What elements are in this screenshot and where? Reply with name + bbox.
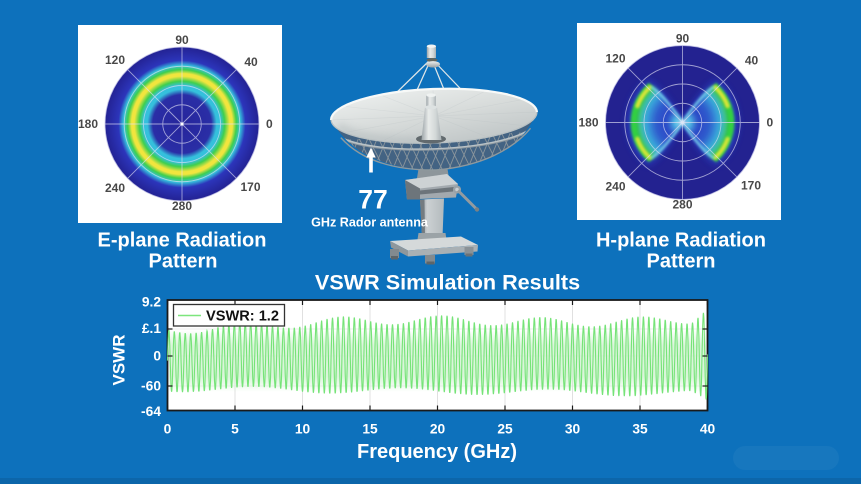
svg-text:VSWR Simulation Results: VSWR Simulation Results (315, 270, 580, 295)
svg-text:35: 35 (632, 422, 648, 437)
svg-text:90: 90 (676, 32, 690, 46)
svg-text:Pattern: Pattern (647, 251, 716, 273)
svg-text:170: 170 (240, 180, 260, 194)
svg-text:0: 0 (767, 116, 774, 130)
svg-text:E-plane Radiation: E-plane Radiation (98, 230, 267, 252)
svg-text:240: 240 (605, 180, 625, 194)
svg-text:15: 15 (362, 422, 378, 437)
svg-text:90: 90 (175, 33, 189, 47)
svg-text:Pattern: Pattern (149, 251, 218, 273)
svg-text:-64: -64 (141, 404, 161, 419)
svg-text:£.1: £.1 (142, 321, 162, 336)
svg-text:40: 40 (244, 55, 258, 69)
svg-text:0: 0 (164, 422, 172, 437)
svg-text:H-plane Radiation: H-plane Radiation (596, 230, 766, 252)
svg-text:30: 30 (565, 422, 581, 437)
svg-text:240: 240 (105, 181, 125, 195)
svg-text:40: 40 (745, 54, 759, 68)
svg-text:280: 280 (672, 198, 692, 212)
svg-text:280: 280 (172, 199, 192, 213)
svg-text:VSWR: 1.2: VSWR: 1.2 (206, 309, 279, 325)
svg-text:GHz Rador antenna: GHz Rador antenna (311, 216, 429, 230)
svg-text:180: 180 (78, 117, 98, 131)
svg-text:Frequency (GHz): Frequency (GHz) (357, 441, 517, 463)
svg-text:77: 77 (358, 185, 387, 215)
svg-text:0: 0 (153, 349, 161, 364)
svg-text:0: 0 (266, 117, 273, 131)
svg-text:120: 120 (105, 53, 125, 67)
svg-text:25: 25 (497, 422, 513, 437)
svg-text:-60: -60 (141, 379, 161, 394)
svg-text:20: 20 (430, 422, 446, 437)
svg-text:40: 40 (700, 422, 716, 437)
svg-text:10: 10 (295, 422, 311, 437)
svg-text:VSWR: VSWR (110, 335, 129, 386)
svg-text:9.2: 9.2 (142, 295, 162, 310)
svg-text:120: 120 (605, 52, 625, 66)
svg-text:180: 180 (578, 116, 598, 130)
svg-text:170: 170 (741, 179, 761, 193)
svg-text:5: 5 (231, 422, 239, 437)
